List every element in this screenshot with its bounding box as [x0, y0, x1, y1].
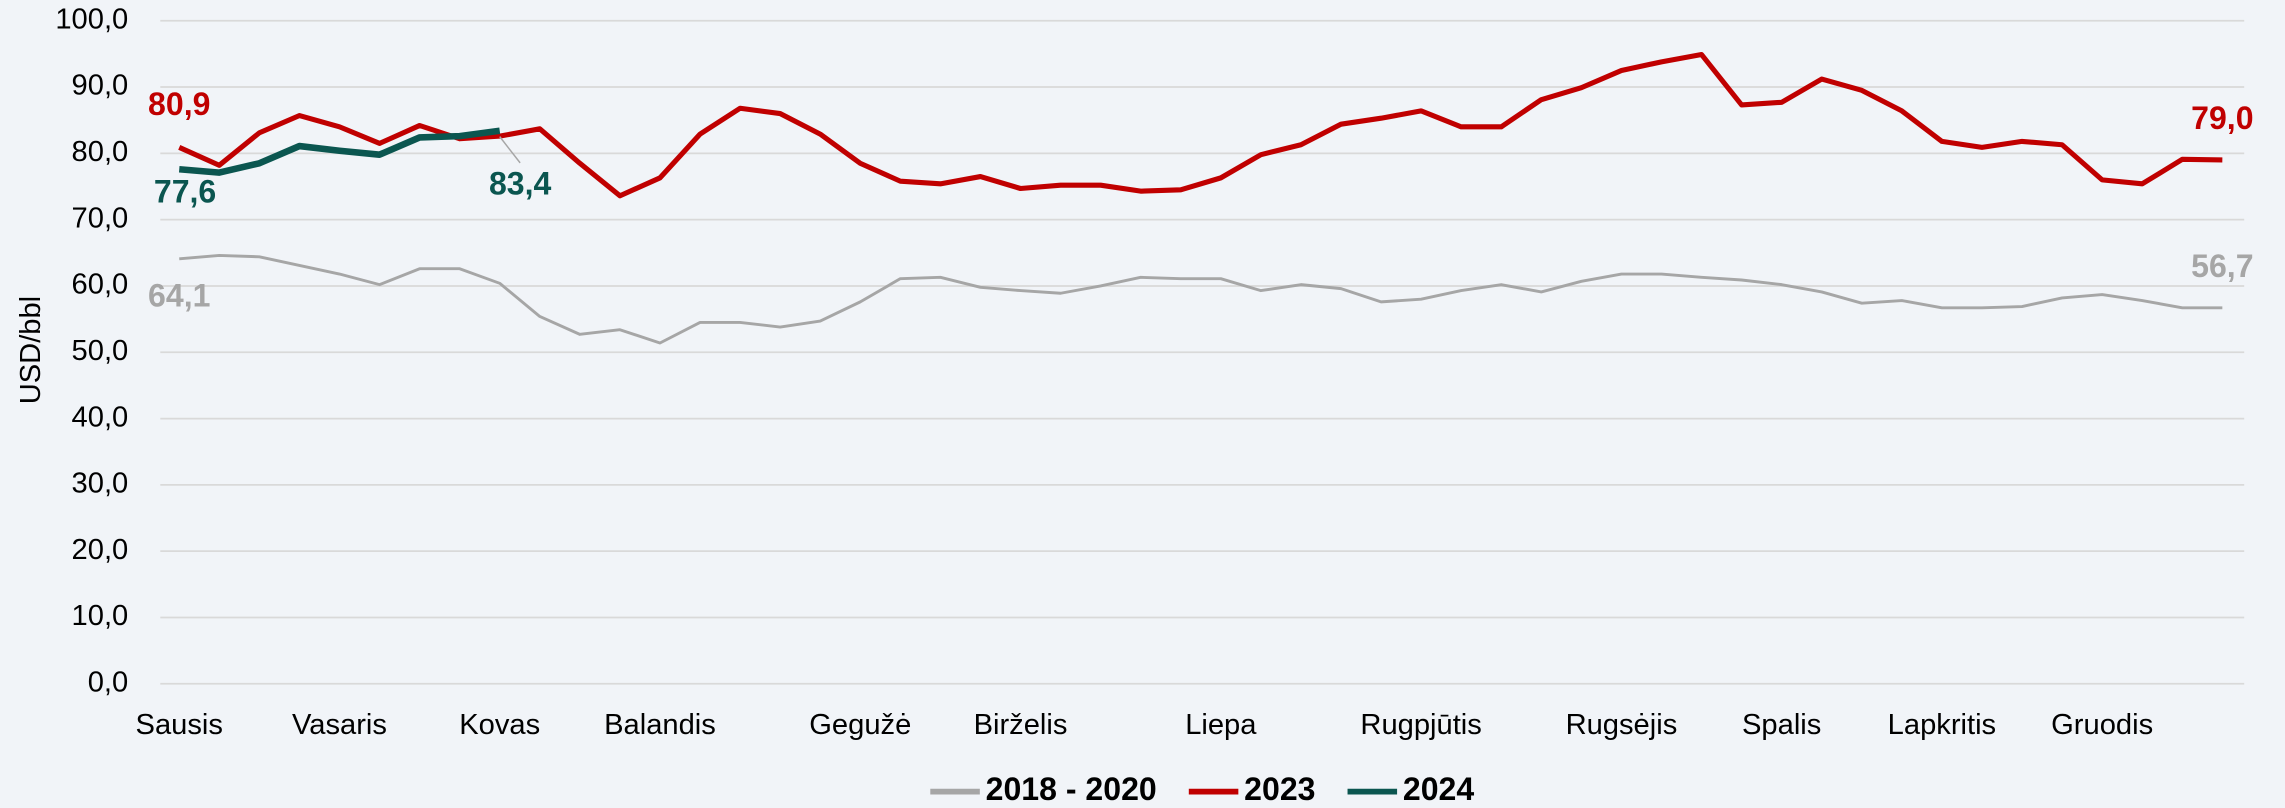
y-tick-label: 70,0: [72, 202, 129, 234]
x-tick-label: Rugsėjis: [1566, 709, 1678, 741]
data-label: 79,0: [2191, 100, 2253, 136]
x-tick-label: Lapkritis: [1888, 709, 1996, 741]
series-line: [178, 127, 501, 176]
y-tick-label: 90,0: [72, 70, 129, 102]
data-label: 83,4: [489, 166, 552, 202]
y-tick-label: 100,0: [55, 3, 128, 35]
y-tick-label: 20,0: [72, 534, 129, 566]
x-tick-label: Kovas: [459, 709, 540, 741]
x-tick-label: Rugpjūtis: [1360, 709, 1481, 741]
x-tick-label: Birželis: [974, 709, 1068, 741]
y-axis-label: USD/bbl: [15, 296, 47, 404]
leader-line: [499, 136, 521, 164]
data-label: 80,9: [148, 86, 210, 122]
legend-label: 2023: [1244, 771, 1315, 807]
series-line: [178, 51, 2223, 199]
legend-label: 2024: [1403, 771, 1474, 807]
data-label: 64,1: [148, 278, 210, 314]
series-line: [179, 254, 2223, 345]
data-label: 56,7: [2191, 248, 2253, 284]
x-tick-label: Vasaris: [292, 709, 387, 741]
x-tick-label: Gruodis: [2051, 709, 2153, 741]
y-tick-label: 30,0: [72, 468, 129, 500]
x-tick-label: Sausis: [136, 709, 223, 741]
x-tick-label: Balandis: [604, 709, 716, 741]
y-tick-label: 40,0: [72, 401, 129, 433]
data-label: 77,6: [154, 174, 216, 210]
y-tick-label: 10,0: [72, 600, 129, 632]
legend-label: 2018 - 2020: [986, 771, 1157, 807]
y-tick-label: 80,0: [72, 136, 129, 168]
y-tick-label: 60,0: [72, 269, 129, 301]
y-tick-label: 0,0: [88, 666, 129, 698]
y-tick-label: 50,0: [72, 335, 129, 367]
x-tick-label: Spalis: [1742, 709, 1821, 741]
x-tick-label: Gegužė: [809, 709, 911, 741]
x-tick-label: Liepa: [1185, 709, 1257, 741]
